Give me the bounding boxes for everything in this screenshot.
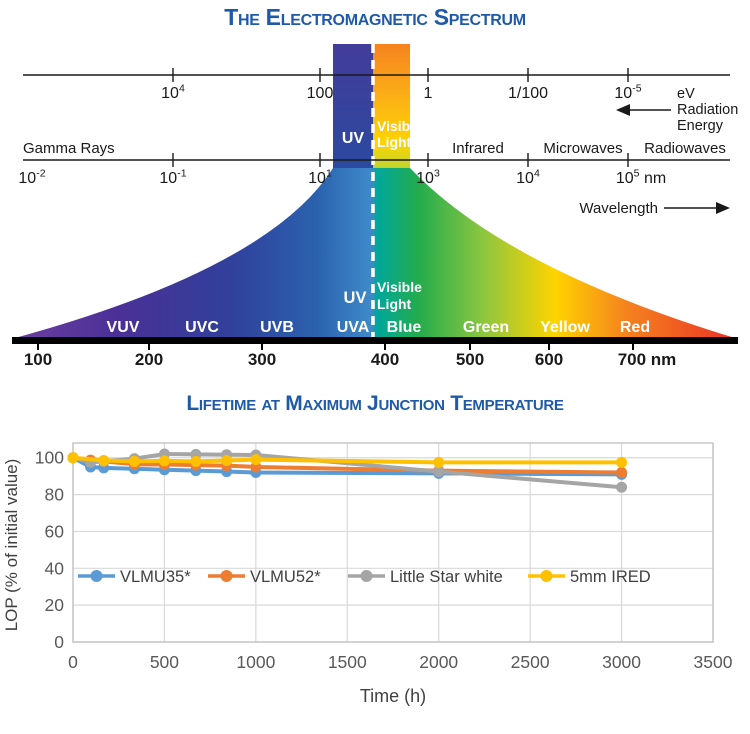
legend-item-vlmu52-: VLMU52* <box>208 568 321 586</box>
y-tick-label: 60 <box>45 521 65 541</box>
wavelength-tick-label: 103 <box>416 168 440 187</box>
data-point <box>616 466 628 478</box>
energy-arrow-head-icon <box>616 104 630 116</box>
x-axis-title: Time (h) <box>360 686 426 706</box>
x-tick-label: 500 <box>150 652 179 672</box>
nm-tick-label: 200 <box>135 350 163 369</box>
visible-light-label-upper: Light <box>377 134 412 150</box>
data-point <box>158 455 170 467</box>
band-label-gamma: Gamma Rays <box>23 140 115 157</box>
data-point <box>616 481 628 493</box>
data-point <box>128 455 140 467</box>
visible-light-label-lower: Light <box>377 296 412 312</box>
energy-unit-label: Energy <box>677 118 724 134</box>
y-axis-title: LOP (% of initial value) <box>2 459 21 632</box>
series-5mm-ired <box>67 452 628 468</box>
x-tick-label: 2000 <box>419 652 458 672</box>
wavelength-label: Wavelength <box>579 200 658 217</box>
data-point <box>433 466 445 478</box>
band-label: Microwaves <box>543 140 622 157</box>
legend-label: Little Star white <box>390 568 503 586</box>
nm-tick-label: 400 <box>371 350 399 369</box>
data-point <box>221 455 233 467</box>
y-tick-label: 40 <box>45 558 65 578</box>
visible-light-label-upper: Visible <box>377 118 422 134</box>
legend-marker-icon <box>90 570 103 582</box>
legend-item-vlmu35-: VLMU35* <box>78 568 191 586</box>
energy-tick-label: 104 <box>161 83 185 102</box>
visible-color-label: Red <box>620 319 650 336</box>
energy-tick-label: 1/100 <box>508 85 548 102</box>
plot-border <box>72 442 714 643</box>
energy-tick-label: 10-5 <box>614 83 641 102</box>
nm-tick-label: 100 <box>24 350 52 369</box>
uv-band-label-upper: UV <box>342 130 365 147</box>
nm-tick-label: 300 <box>248 350 276 369</box>
visible-color-label: Green <box>463 319 509 336</box>
uv-band-label-lower: UV <box>344 289 367 307</box>
wavelength-arrow-head-icon <box>716 202 730 214</box>
data-point <box>190 455 202 467</box>
nm-axis-bar <box>12 337 738 344</box>
data-point <box>98 455 110 467</box>
energy-tick-label: 1 <box>424 85 433 102</box>
y-tick-label: 0 <box>54 632 64 652</box>
uv-sub-band-label: VUV <box>107 319 140 336</box>
energy-unit-label: Radiation <box>677 102 738 118</box>
legend-label: VLMU52* <box>250 568 321 586</box>
y-tick-label: 20 <box>45 595 65 615</box>
spectrum-title: The Electromagnetic Spectrum <box>224 4 526 30</box>
uv-sub-band-label: UVC <box>185 319 219 336</box>
legend-label: 5mm IRED <box>570 568 651 586</box>
wavelength-tick-label: 10-1 <box>159 168 186 187</box>
series-line <box>71 455 624 477</box>
visible-color-label: Blue <box>387 319 422 336</box>
uv-sub-band-label: UVA <box>337 319 370 336</box>
legend-marker-icon <box>220 570 233 582</box>
data-point <box>616 456 628 468</box>
energy-unit-label: eV <box>677 86 695 102</box>
data-point <box>67 452 79 464</box>
visible-column <box>373 44 410 170</box>
legend-item-little-star-white: Little Star white <box>348 568 503 586</box>
x-tick-label: 3000 <box>602 652 641 672</box>
legend-label: VLMU35* <box>120 568 191 586</box>
x-tick-label: 1500 <box>328 652 367 672</box>
y-tick-label: 80 <box>45 485 65 505</box>
nm-tick-label: 600 <box>535 350 563 369</box>
data-point <box>250 454 262 466</box>
energy-tick-label: 100 <box>307 85 334 102</box>
legend-item-5mm-ired: 5mm IRED <box>528 568 651 586</box>
y-tick-label: 100 <box>35 448 64 468</box>
band-label: Radiowaves <box>644 140 726 157</box>
uv-sub-band-label: UVB <box>260 319 294 336</box>
legend-marker-icon <box>360 570 373 582</box>
uv-column <box>333 44 373 170</box>
wavelength-tick-label: 105 nm <box>616 168 666 187</box>
x-tick-label: 3500 <box>694 652 733 672</box>
wavelength-tick-label: 104 <box>516 168 540 187</box>
x-tick-label: 1000 <box>236 652 275 672</box>
band-label: Infrared <box>452 140 504 157</box>
x-tick-label: 0 <box>68 652 78 672</box>
chart-title: Lifetime at Maximum Junction Temperature <box>186 392 564 415</box>
legend-marker-icon <box>540 570 553 582</box>
wavelength-tick-label: 10-2 <box>18 168 45 187</box>
x-tick-label: 2500 <box>511 652 550 672</box>
nm-tick-label: 700 nm <box>618 350 677 369</box>
nm-tick-label: 500 <box>456 350 484 369</box>
visible-light-label-lower: Visible <box>377 279 422 295</box>
spectrum-funnel <box>15 168 735 338</box>
wavelength-tick-label: 101 <box>308 168 332 187</box>
visible-color-label: Yellow <box>540 319 590 336</box>
data-point <box>433 456 445 468</box>
